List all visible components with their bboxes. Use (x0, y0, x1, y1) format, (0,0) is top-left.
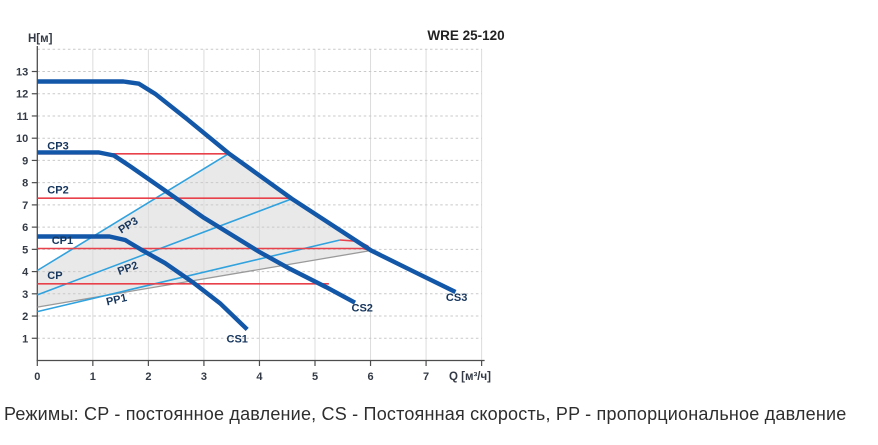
caption-modes-legend: Режимы: CP - постоянное давление, CS - П… (4, 404, 847, 424)
x-tick-label: 2 (145, 371, 151, 383)
curve-pp1 (37, 239, 341, 313)
label-cp3: CP3 (47, 140, 68, 152)
x-tick-label: 7 (423, 371, 429, 383)
label-cs3: CS3 (446, 292, 467, 304)
y-tick-label: 6 (22, 222, 28, 234)
label-cp: CP (47, 270, 62, 282)
x-tick-label: 4 (256, 371, 263, 383)
curve-cs3 (37, 79, 457, 294)
y-tick-label: 10 (16, 133, 28, 145)
curve-cs2 (37, 150, 357, 305)
label-cp2: CP2 (47, 184, 68, 196)
y-tick-label: 7 (22, 200, 28, 212)
curve-pp3 (36, 153, 229, 272)
y-tick-label: 8 (22, 178, 28, 190)
chart-title: WRE 25-120 (427, 28, 504, 43)
x-axis-title: Q [м³/ч] (449, 371, 491, 383)
label-cs2: CS2 (352, 303, 373, 315)
y-tick-label: 9 (22, 155, 28, 167)
x-tick-label: 0 (34, 371, 40, 383)
y-axis-title: H[м] (28, 33, 53, 45)
label-cp1: CP1 (52, 235, 73, 247)
y-tick-label: 2 (22, 311, 28, 323)
curve-cs1 (37, 234, 249, 331)
y-tick-label: 4 (22, 267, 29, 279)
label-pp1: PP1 (105, 292, 128, 308)
x-tick-label: 5 (312, 371, 318, 383)
x-tick-label: 3 (201, 371, 207, 383)
y-tick-label: 13 (16, 67, 28, 79)
y-tick-label: 3 (22, 289, 28, 301)
x-tick-label: 1 (90, 371, 96, 383)
curve-pp2 (37, 198, 292, 296)
label-cs1: CS1 (227, 333, 248, 345)
y-tick-label: 11 (17, 111, 29, 123)
y-tick-label: 12 (16, 89, 28, 101)
y-tick-label: 1 (22, 333, 28, 345)
y-tick-label: 5 (22, 244, 28, 256)
x-tick-label: 6 (367, 371, 373, 383)
